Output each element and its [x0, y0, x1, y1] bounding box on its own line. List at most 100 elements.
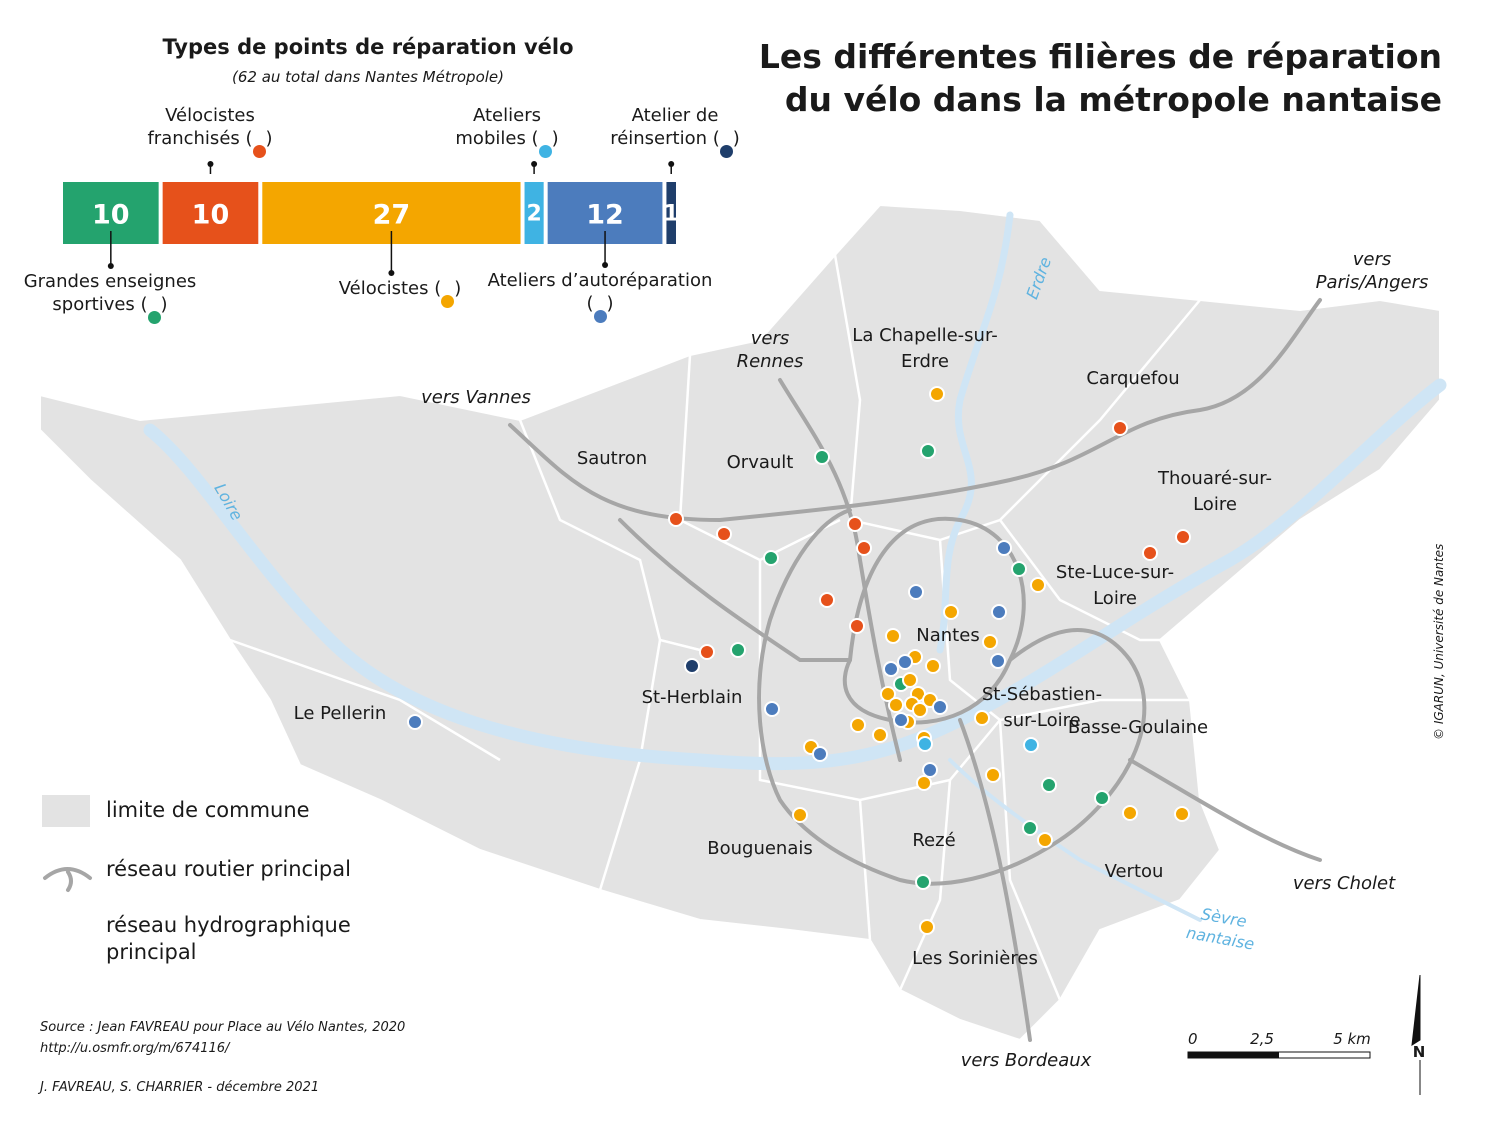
repair-point: [764, 701, 780, 717]
repair-point: [919, 919, 935, 935]
commune-label: Ste-Luce-sur-Loire: [1055, 562, 1175, 610]
repair-point: [819, 592, 835, 608]
bar-segment: [524, 182, 544, 244]
commune-label: Le Pellerin: [293, 703, 387, 724]
repair-point: [880, 686, 896, 702]
leader-dot: [388, 270, 395, 276]
repair-point: [902, 672, 918, 688]
repair-point: [1022, 820, 1038, 836]
bar-subtitle: (62 au total dans Nantes Métropole): [232, 68, 504, 86]
commune-label: Thouaré-sur-Loire: [1158, 468, 1272, 516]
commune-label: Basse-Goulaine: [1067, 717, 1209, 738]
repair-point: [996, 540, 1012, 556]
legend-label: limite de commune: [106, 798, 310, 822]
scale-bar: [1187, 974, 1421, 1095]
repair-point: [812, 746, 828, 762]
repair-point: [1041, 777, 1057, 793]
repair-point: [943, 604, 959, 620]
value-label: 27: [372, 199, 411, 231]
legend-swatch: [42, 795, 90, 827]
leader-dot: [602, 262, 609, 268]
source: Source : Jean FAVREAU pour Place au Vélo…: [40, 1020, 406, 1035]
commune-label: Bouguenais: [707, 838, 813, 859]
repair-point: [885, 628, 901, 644]
leader-dot: [207, 161, 214, 167]
repair-point: [847, 516, 863, 532]
repair-point: [407, 714, 423, 730]
title-line: du vélo dans la métropole nantaise: [784, 79, 1442, 119]
repair-point: [991, 604, 1007, 620]
repair-point: [1175, 529, 1191, 545]
commune-label: St-Herblain: [641, 687, 743, 708]
repair-point: [929, 386, 945, 402]
main-title: Les différentes filières de réparation du…: [759, 36, 1442, 122]
repair-point: [1023, 737, 1039, 753]
repair-point: [849, 618, 865, 634]
commune-label: La Chapelle-sur-Erdre: [852, 325, 998, 373]
repair-point: [699, 644, 715, 660]
bar-segment: [666, 182, 676, 244]
repair-point: [917, 736, 933, 752]
direction-label: vers Rennes: [736, 328, 804, 373]
scale-label: 5 km: [1333, 1030, 1371, 1048]
repair-point: [920, 443, 936, 459]
value-label: 12: [586, 199, 624, 231]
legend-label: réseau routier principal: [106, 857, 351, 881]
direction-label: vers Paris/Angers: [1315, 249, 1429, 294]
repair-point: [730, 642, 746, 658]
repair-point: [985, 767, 1001, 783]
repair-point: [872, 727, 888, 743]
repair-point: [982, 634, 998, 650]
category-label: Vélocistes franchisés (●): [125, 104, 295, 159]
commune-label: Vertou: [1104, 861, 1164, 882]
repair-point: [912, 702, 928, 718]
repair-point: [888, 697, 904, 713]
repair-points: [407, 386, 1191, 935]
bar-segment: [162, 182, 259, 244]
repair-point: [1094, 790, 1110, 806]
repair-point: [915, 874, 931, 890]
repair-point: [897, 654, 913, 670]
repair-point: [814, 449, 830, 465]
repair-point: [893, 712, 909, 728]
repair-point: [974, 710, 990, 726]
value-label: 10: [92, 199, 130, 231]
legend-label: réseau hydrographique principal: [106, 913, 351, 965]
repair-point: [856, 540, 872, 556]
copyright: © IGARUN, Université de Nantes: [1432, 543, 1446, 740]
source-url: http://u.osmfr.org/m/674116/: [40, 1041, 230, 1056]
north-label: N: [1412, 1043, 1426, 1061]
repair-point: [684, 658, 700, 674]
direction-label: vers Bordeaux: [960, 1050, 1092, 1071]
repair-point: [1122, 805, 1138, 821]
direction-label: vers Vannes: [421, 387, 531, 408]
repair-point: [850, 717, 866, 733]
value-label: 10: [191, 199, 230, 231]
repair-point: [1174, 806, 1190, 822]
repair-point: [908, 584, 924, 600]
commune-label: Orvault: [726, 452, 794, 473]
repair-point: [716, 526, 732, 542]
category-label: Atelier de réinsertion (●): [590, 104, 760, 159]
leader-dot: [668, 161, 675, 167]
scale-label: 0: [1188, 1030, 1198, 1048]
direction-label: vers Cholet: [1292, 873, 1396, 894]
repair-point: [668, 511, 684, 527]
value-label: 2: [526, 201, 542, 227]
commune-label: St-Sébastien-sur-Loire: [981, 684, 1103, 732]
commune-label: Rezé: [912, 830, 956, 851]
repair-point: [792, 807, 808, 823]
repair-point: [883, 661, 899, 677]
repair-point: [932, 699, 948, 715]
repair-point: [1030, 577, 1046, 593]
repair-point: [922, 762, 938, 778]
territory: [39, 203, 1441, 1042]
leader-dot: [107, 263, 114, 269]
commune-label: Carquefou: [1086, 368, 1180, 389]
leader-dot: [531, 161, 538, 167]
repair-point: [1142, 545, 1158, 561]
repair-point: [1037, 832, 1053, 848]
commune-label: Les Sorinières: [912, 948, 1038, 969]
